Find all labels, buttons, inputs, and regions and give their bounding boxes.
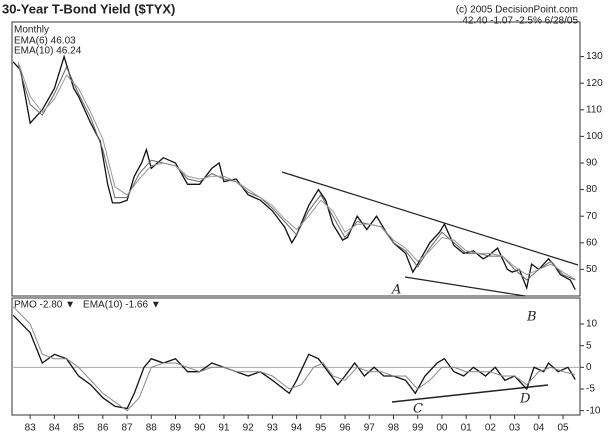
x-tick-label: 90 <box>194 423 206 434</box>
x-tick-label: 92 <box>243 423 255 434</box>
y-tick-label: 100 <box>586 131 603 142</box>
series-line <box>12 314 576 410</box>
x-tick-label: 94 <box>291 423 303 434</box>
x-tick-label: 91 <box>218 423 230 434</box>
annotation: B <box>526 310 537 325</box>
y-tick-label: 60 <box>586 237 598 248</box>
x-tick-label: 01 <box>461 423 473 434</box>
x-tick-label: 88 <box>146 423 158 434</box>
resistance-trendline <box>281 171 579 266</box>
support-trendline <box>404 276 526 297</box>
legend-entry: PMO -2.80 ▼ <box>14 300 75 311</box>
series-line <box>17 64 576 281</box>
subtitle: Monthly <box>14 25 49 36</box>
legend-entry: EMA(6) 46.03 <box>14 36 76 47</box>
pmo-panel <box>11 297 581 416</box>
y-tick-label: 50 <box>586 264 598 275</box>
y-tick-label: 80 <box>586 184 598 195</box>
y-tick-label: -5 <box>586 384 595 395</box>
x-tick-label: 03 <box>509 423 521 434</box>
x-tick-label: 95 <box>315 423 327 434</box>
x-tick-label: 87 <box>121 423 133 434</box>
quote: 42.40 -1.07 -2.5% 6/28/05 <box>462 16 578 27</box>
x-tick-label: 83 <box>25 423 37 434</box>
x-tick-label: 93 <box>267 423 279 434</box>
y-tick-label: 0 <box>586 362 592 373</box>
series-line <box>12 54 576 291</box>
x-tick-label: 84 <box>49 423 61 434</box>
x-tick-label: 96 <box>339 423 351 434</box>
x-tick-label: 04 <box>533 423 545 434</box>
chart-title: 30-Year T-Bond Yield ($TYX) <box>2 1 175 16</box>
y-tick-label: -10 <box>586 405 601 416</box>
x-tick-label: 85 <box>73 423 85 434</box>
price-panel <box>11 21 581 297</box>
pmo-trendline <box>391 384 549 403</box>
annotation: C <box>413 402 423 417</box>
y-tick-label: 10 <box>586 319 598 330</box>
x-tick-label: 97 <box>364 423 376 434</box>
x-tick-label: 05 <box>557 423 569 434</box>
series-line <box>17 61 576 280</box>
y-tick-label: 90 <box>586 158 598 169</box>
x-tick-label: 98 <box>388 423 400 434</box>
annotation: A <box>391 283 401 298</box>
x-tick-label: 89 <box>170 423 182 434</box>
y-tick-label: 120 <box>586 78 603 89</box>
annotation: D <box>519 392 531 407</box>
x-tick-label: 86 <box>97 423 109 434</box>
y-tick-label: 5 <box>586 340 592 351</box>
x-tick-label: 99 <box>412 423 424 434</box>
source: (c) 2005 DecisionPoint.com <box>456 5 578 16</box>
series-line <box>12 306 576 412</box>
y-tick-label: 70 <box>586 211 598 222</box>
y-tick-label: 130 <box>586 51 603 62</box>
legend-entry: EMA(10) -1.66 ▼ <box>83 300 161 311</box>
x-tick-label: 02 <box>485 423 497 434</box>
y-tick-label: 110 <box>586 104 602 115</box>
x-tick-label: 00 <box>436 423 448 434</box>
legend-entry: EMA(10) 46.24 <box>14 46 82 57</box>
